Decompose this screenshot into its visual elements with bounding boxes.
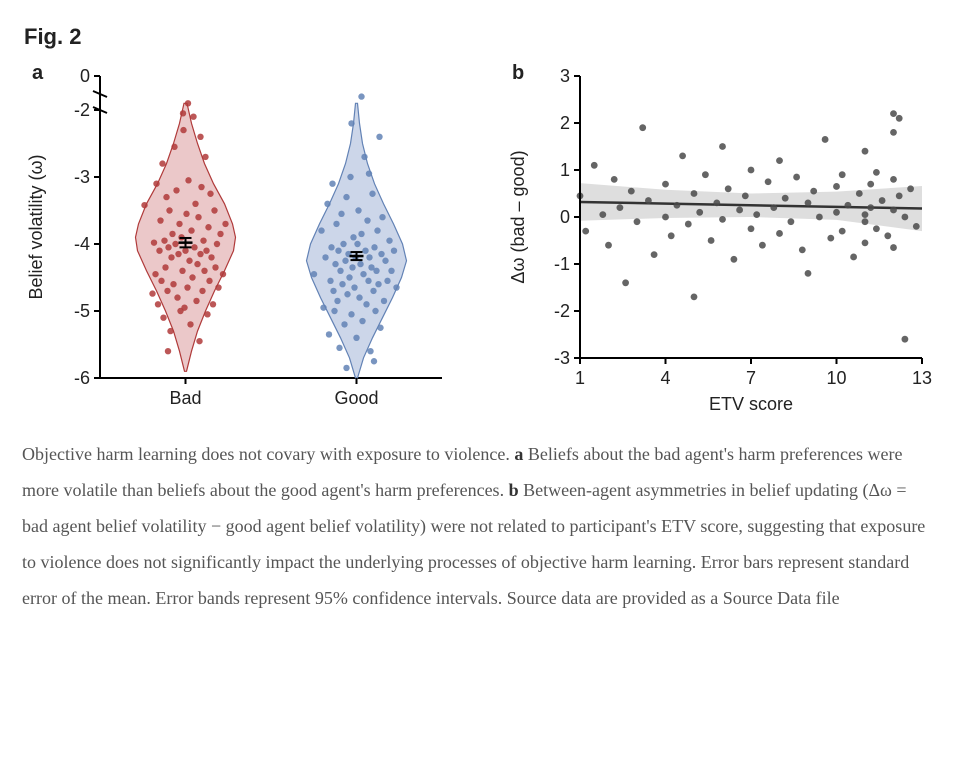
panel-b: b -3 -2 -1 0 1 2 3 1 4 7 10 13 Δω (bad – good) ETV sc… [502, 58, 942, 428]
panel-a-chart: -6 -5 -4 -3 -2 0 Belief volatility (ω) Bad Good [22, 58, 462, 428]
panels-row: a -6 -5 -4 -3 -2 0 Belief volatility (ω) Bad Goo… [22, 58, 932, 428]
svg-text:-3: -3 [74, 167, 90, 187]
figure-caption: Objective harm learning does not covary … [22, 436, 932, 616]
svg-text:1: 1 [575, 368, 585, 388]
svg-text:-2: -2 [74, 100, 90, 120]
svg-text:Bad: Bad [169, 388, 201, 408]
svg-text:13: 13 [912, 368, 932, 388]
svg-text:4: 4 [660, 368, 670, 388]
svg-text:2: 2 [560, 113, 570, 133]
svg-text:-2: -2 [554, 301, 570, 321]
svg-text:3: 3 [560, 66, 570, 86]
svg-text:-6: -6 [74, 368, 90, 388]
panel-b-chart: -3 -2 -1 0 1 2 3 1 4 7 10 13 Δω (bad – good) ETV scor… [502, 58, 942, 428]
svg-text:-1: -1 [554, 254, 570, 274]
panel-a-letter: a [32, 62, 43, 85]
svg-text:1: 1 [560, 160, 570, 180]
svg-text:ETV score: ETV score [709, 394, 793, 414]
svg-text:0: 0 [560, 207, 570, 227]
svg-text:Belief volatility (ω): Belief volatility (ω) [26, 154, 46, 299]
figure-label: Fig. 2 [24, 24, 932, 50]
svg-text:0: 0 [80, 66, 90, 86]
panel-b-letter: b [512, 62, 524, 85]
svg-text:-4: -4 [74, 234, 90, 254]
figure-container: { "figure_label":"Fig. 2", "panel_a":{ "… [0, 0, 966, 646]
svg-text:7: 7 [746, 368, 756, 388]
svg-text:-3: -3 [554, 348, 570, 368]
svg-text:Δω (bad – good): Δω (bad – good) [508, 150, 528, 283]
panel-a: a -6 -5 -4 -3 -2 0 Belief volatility (ω) Bad Goo… [22, 58, 462, 428]
svg-text:-5: -5 [74, 301, 90, 321]
svg-text:Good: Good [334, 388, 378, 408]
svg-text:10: 10 [826, 368, 846, 388]
